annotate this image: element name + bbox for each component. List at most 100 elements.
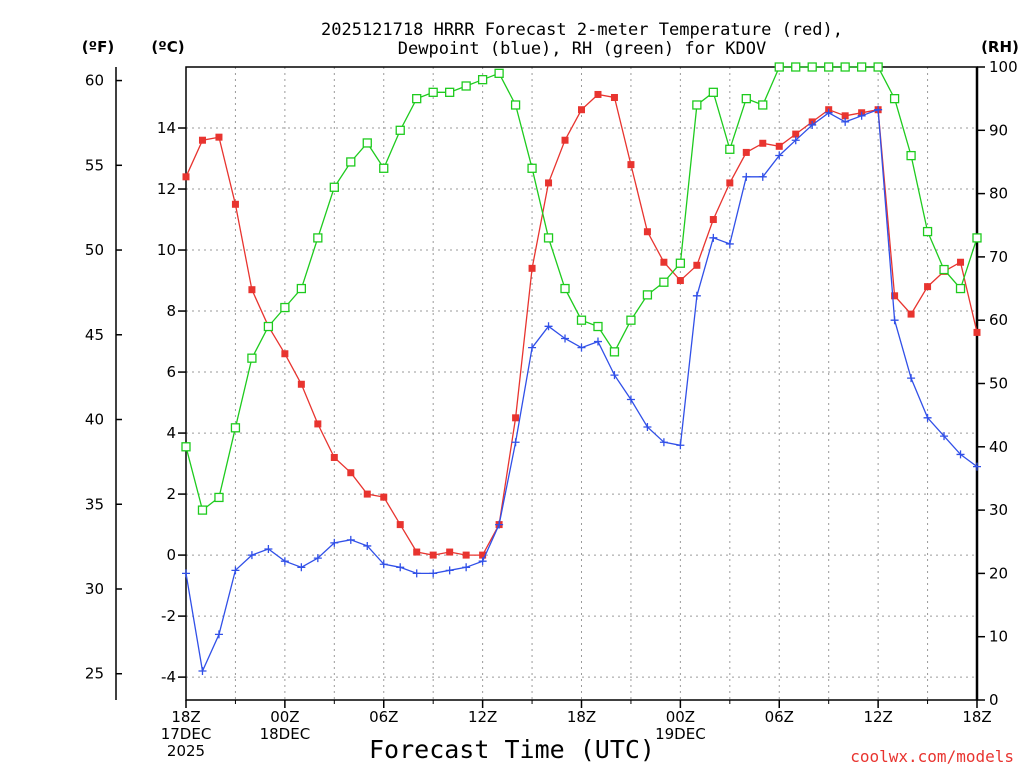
temperature-point: [660, 258, 668, 266]
fahrenheit-tick-label: 25: [85, 665, 104, 683]
x-tick-label: 00Z: [270, 708, 299, 726]
temperature-point: [643, 228, 651, 236]
dewpoint-point: [593, 337, 602, 346]
temperature-point: [594, 90, 602, 98]
rh-point: [626, 315, 636, 325]
dewpoint-point: [231, 566, 240, 575]
rh-point: [494, 68, 504, 78]
temperature-point: [380, 493, 388, 501]
temperature-point: [676, 277, 684, 285]
fahrenheit-unit-label: (ºF): [82, 38, 114, 56]
temperature-point: [973, 328, 981, 336]
dewpoint-point: [643, 422, 652, 431]
celsius-tick-label: 0: [166, 546, 176, 564]
rh-point: [461, 81, 471, 91]
rh-tick-label: 30: [989, 501, 1008, 519]
rh-point: [576, 315, 587, 325]
temperature-point: [528, 264, 536, 272]
rh-tick-label: 70: [989, 248, 1008, 266]
rh-point: [280, 302, 290, 313]
rh-point: [477, 75, 488, 85]
rh-point: [642, 290, 653, 300]
rh-point: [708, 87, 718, 97]
x-tick-label: 00Z: [666, 708, 695, 726]
temperature-point: [330, 453, 338, 461]
dewpoint-point: [528, 343, 537, 352]
dewpoint-point: [264, 544, 273, 553]
dewpoint-point: [198, 667, 207, 676]
celsius-tick-label: 6: [166, 363, 176, 381]
rh-point: [856, 62, 867, 72]
temperature-point: [462, 551, 470, 559]
celsius-tick-label: -2: [161, 607, 176, 625]
rh-point: [527, 163, 537, 173]
rh-unit-label: (RH): [981, 38, 1019, 56]
rh-tick-label: 10: [989, 628, 1008, 646]
x-tick-label: 12Z: [468, 708, 497, 726]
x-tick-label: 18Z: [567, 708, 596, 726]
dewpoint-point: [857, 111, 866, 120]
temperature-point: [347, 469, 355, 477]
dewpoint-point: [874, 105, 883, 114]
watermark-url: coolwx.com/models: [850, 747, 1014, 766]
rh-point: [741, 94, 751, 104]
dewpoint-point: [610, 371, 619, 380]
rh-point: [379, 163, 389, 173]
rh-point: [445, 87, 455, 97]
dewpoint-point: [973, 462, 981, 471]
dewpoint-point: [511, 438, 520, 447]
celsius-tick-label: -4: [161, 668, 176, 686]
x-tick-label: 19DEC: [655, 725, 706, 743]
temperature-point: [693, 261, 701, 269]
rh-tick-label: 20: [989, 564, 1008, 582]
fahrenheit-tick-label: 45: [85, 326, 104, 344]
fahrenheit-tick-label: 35: [85, 495, 104, 513]
dewpoint-point: [626, 395, 635, 404]
temperature-point: [907, 310, 915, 318]
rh-point: [247, 353, 257, 363]
temperature-point: [742, 148, 750, 156]
dewpoint-point: [495, 520, 504, 529]
temperature-point: [512, 414, 520, 422]
dewpoint-point: [313, 554, 322, 563]
rh-point: [675, 258, 686, 268]
rh-point: [840, 62, 850, 72]
rh-point: [807, 62, 817, 72]
dewpoint-point: [445, 566, 454, 575]
dewpoint-point: [758, 172, 767, 181]
fahrenheit-tick-label: 40: [85, 411, 104, 429]
temperature-point: [627, 161, 635, 169]
rh-tick-label: 40: [989, 438, 1008, 456]
dewpoint-point: [659, 438, 668, 447]
temperature-point: [281, 350, 289, 358]
dewpoint-point: [956, 450, 965, 459]
fahrenheit-tick-label: 30: [85, 580, 104, 598]
dewpoint-point: [544, 322, 553, 331]
dewpoint-point: [692, 291, 701, 300]
temperature-point: [198, 136, 206, 144]
rh-point: [543, 233, 554, 243]
fahrenheit-tick-label: 60: [85, 72, 104, 90]
rh-point: [412, 94, 422, 104]
temperature-point: [479, 551, 487, 559]
dewpoint-series: [182, 105, 981, 676]
dewpoint-point: [429, 569, 438, 578]
dewpoint-point: [676, 441, 685, 450]
dewpoint-point: [561, 334, 570, 343]
rh-point: [313, 233, 323, 243]
dewpoint-point: [346, 535, 355, 544]
celsius-tick-label: 4: [166, 424, 176, 442]
dewpoint-point: [214, 630, 223, 639]
temperature-point: [413, 548, 421, 556]
temperature-point: [429, 551, 437, 559]
temperature-point: [182, 173, 190, 181]
temperature-point: [957, 258, 965, 266]
rh-point: [659, 277, 669, 287]
rh-point: [329, 182, 339, 192]
celsius-tick-label: 2: [166, 485, 176, 503]
rh-point: [510, 100, 521, 110]
dewpoint-point: [775, 151, 784, 160]
dewpoint-point: [808, 120, 817, 129]
rh-point: [692, 100, 702, 110]
